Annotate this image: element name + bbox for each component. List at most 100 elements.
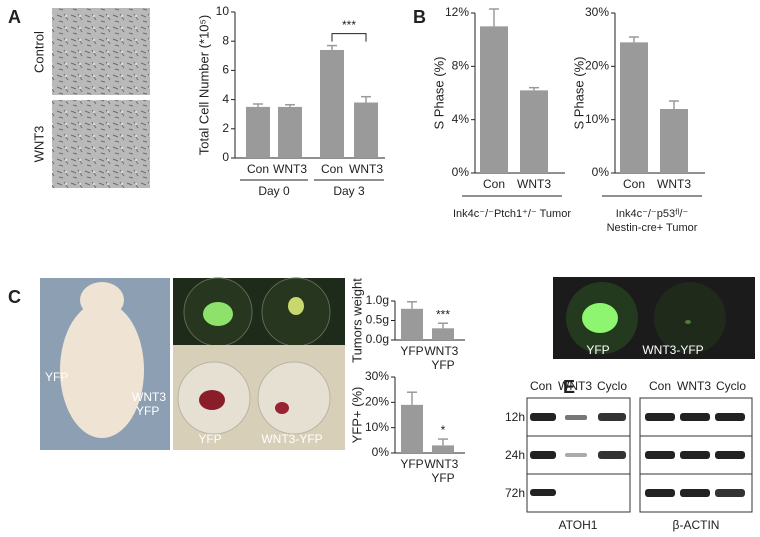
photo-label: WNT3-YFP [261, 432, 322, 446]
mouse [80, 282, 124, 318]
tumor [203, 302, 233, 326]
photo-label: WNT3 [132, 390, 166, 404]
time-label: 12h [505, 410, 525, 424]
y-tick-label: 1.0g [366, 293, 389, 307]
y-tick-label: 10 [216, 4, 230, 18]
tumor [685, 320, 691, 324]
group-label: Day 3 [333, 184, 365, 198]
cell-photo [52, 8, 150, 95]
x-tick-label-line: YFP [431, 471, 454, 485]
bar [278, 106, 302, 158]
x-tick-label: Con [321, 162, 343, 176]
lane-label: Con [530, 379, 552, 393]
y-tick-label: 8 [222, 33, 229, 47]
y-tick-label: 30% [585, 5, 609, 19]
bar [480, 26, 508, 174]
panel-label: B [413, 7, 426, 27]
time-label: 24h [505, 448, 525, 462]
bar [660, 109, 688, 173]
mouse [60, 302, 144, 438]
bar [432, 328, 454, 340]
x-tick-label: WNT3 YFP [424, 344, 461, 372]
bar [401, 308, 423, 340]
photo-label: YFP [45, 370, 68, 384]
significance: *** [436, 307, 450, 321]
x-tick-label: WNT3 [517, 177, 551, 191]
x-axis-label: Ink4c⁻/⁻Ptch1⁺/⁻ Tumor [453, 208, 571, 220]
y-tick-label: 0.5g [366, 313, 389, 327]
bar [432, 445, 454, 453]
y-axis-label: Tumors weight [349, 278, 364, 363]
bar [354, 102, 378, 158]
y-tick-label: 0% [452, 165, 470, 179]
tumor [275, 402, 289, 414]
bar [320, 49, 344, 158]
y-axis-label: YFP+ (%) [349, 387, 364, 444]
blot-label: ATOH1 [559, 518, 598, 532]
y-tick-label: 20% [365, 395, 389, 409]
x-tick-label: Con [247, 162, 269, 176]
y-tick-label: 0% [592, 165, 610, 179]
lane-label: Con [649, 379, 671, 393]
y-tick-label: 10% [365, 420, 389, 434]
x-tick-label: Con [483, 177, 505, 191]
dish [257, 361, 331, 435]
y-tick-label: 4 [222, 92, 229, 106]
significance: *** [342, 18, 356, 32]
blot-label: β-ACTIN [673, 518, 720, 532]
y-axis-label: S Phase (%) [431, 57, 446, 130]
x-tick-label: YFP [400, 344, 423, 358]
lane-label: WNT3 [677, 379, 711, 393]
bar [620, 42, 648, 174]
panel-label: A [8, 7, 21, 27]
photo-label: WNT3-YFP [642, 343, 703, 357]
photo-label: YFP [586, 343, 609, 357]
y-tick-label: 12% [445, 5, 469, 19]
bar [401, 404, 423, 453]
dish [654, 282, 726, 354]
x-tick-label-line: WNT3 [424, 344, 461, 358]
bar [246, 106, 270, 158]
x-axis-label: Ink4c⁻/⁻p53ᶠˡ/⁻ [616, 208, 689, 220]
y-axis-label: Total Cell Number (*10⁵) [196, 15, 211, 156]
cell-photo [52, 100, 150, 188]
y-tick-label: 4% [452, 112, 470, 126]
x-tick-label: WNT3 [349, 162, 383, 176]
lane-label: WNT3 [558, 379, 592, 393]
y-tick-label: 20% [585, 59, 609, 73]
x-tick-label: YFP [400, 457, 423, 471]
group-label: Day 0 [258, 184, 290, 198]
significance-bracket [331, 33, 367, 42]
x-tick-label: WNT3 [657, 177, 691, 191]
y-tick-label: 6 [222, 63, 229, 77]
panel-label: C [8, 287, 21, 307]
y-tick-label: 8% [452, 59, 470, 73]
y-tick-label: 30% [365, 369, 389, 383]
x-axis-label: Nestin-cre+ Tumor [607, 222, 698, 234]
tumor [199, 390, 225, 410]
photo-label: WNT3 [31, 126, 46, 163]
y-axis-label: S Phase (%) [571, 57, 586, 130]
blot-band [530, 413, 745, 497]
y-tick-label: 10% [585, 112, 609, 126]
bar [520, 90, 548, 173]
lane-label: Cyclo [597, 379, 627, 393]
x-tick-label-line: YFP [431, 358, 454, 372]
panel-label: E [563, 377, 575, 397]
x-tick-label: WNT3 [273, 162, 307, 176]
tumor [288, 297, 304, 315]
lane-label: Cyclo [716, 379, 746, 393]
x-tick-label: Con [623, 177, 645, 191]
x-tick-label: WNT3 YFP [424, 457, 461, 485]
y-tick-label: 0 [222, 150, 229, 164]
y-tick-label: 2 [222, 121, 229, 135]
tumor [582, 303, 618, 333]
y-tick-label: 0.0g [366, 332, 389, 346]
photo-label: YFP [136, 404, 159, 418]
significance: * [441, 423, 446, 437]
time-label: 72h [505, 486, 525, 500]
photo-label: YFP [198, 432, 221, 446]
y-tick-label: 0% [372, 445, 390, 459]
photo-label: Control [31, 31, 46, 73]
